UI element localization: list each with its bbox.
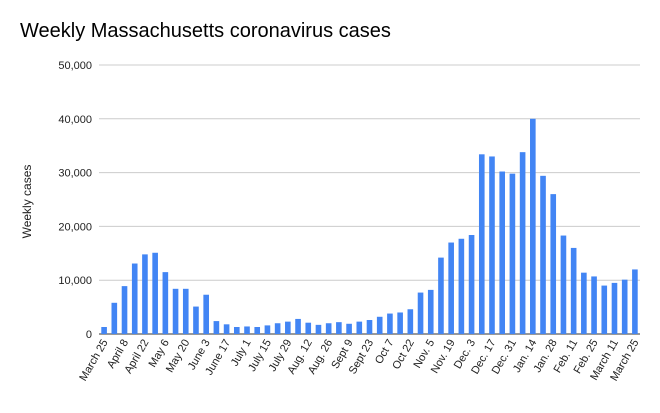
y-tick-label: 10,000	[58, 275, 92, 287]
bar	[448, 242, 454, 334]
bar	[397, 312, 403, 334]
chart-title: Weekly Massachusetts coronavirus cases	[20, 20, 391, 42]
bar	[489, 156, 495, 334]
bar	[121, 286, 128, 334]
bar	[315, 324, 322, 334]
bar	[305, 322, 312, 334]
bar	[407, 309, 414, 334]
y-tick-label: 0	[86, 329, 92, 341]
bar	[601, 285, 608, 334]
bar	[142, 254, 148, 334]
bar	[203, 294, 209, 334]
bar	[295, 318, 301, 334]
bar	[550, 194, 557, 334]
bar	[356, 321, 363, 334]
bar	[478, 154, 485, 334]
bar	[499, 171, 506, 334]
bar	[632, 269, 638, 334]
bar	[581, 272, 587, 334]
bar	[530, 118, 536, 334]
y-tick-label: 20,000	[58, 221, 92, 233]
bar	[591, 276, 597, 334]
bar	[621, 279, 628, 334]
bar	[366, 320, 373, 334]
bar	[509, 173, 516, 334]
bar	[101, 327, 107, 334]
bar	[570, 247, 577, 334]
bar	[387, 313, 393, 334]
bar	[131, 263, 138, 334]
bar	[336, 322, 342, 334]
x-tick-label: March 25	[77, 338, 110, 384]
bar	[162, 272, 169, 334]
bar	[438, 257, 444, 334]
bar	[264, 325, 271, 334]
bar	[540, 175, 546, 334]
bar	[376, 316, 383, 334]
bar	[611, 282, 618, 334]
bar	[417, 292, 424, 334]
bar	[172, 288, 179, 334]
bar	[560, 235, 567, 334]
y-tick-label: 40,000	[58, 114, 92, 126]
bar	[152, 252, 158, 334]
bar	[285, 321, 291, 334]
bar	[458, 238, 465, 334]
y-tick-label: 50,000	[58, 60, 92, 72]
y-axis-label: Weekly cases	[20, 165, 34, 239]
bar	[233, 327, 240, 334]
bar	[213, 321, 220, 334]
bar	[519, 152, 526, 334]
bar	[274, 323, 281, 334]
bar	[111, 302, 118, 334]
bar	[244, 326, 250, 334]
bar	[346, 323, 352, 334]
y-tick-label: 30,000	[58, 168, 92, 180]
bar	[427, 289, 434, 334]
bar	[254, 327, 261, 334]
bar	[193, 306, 199, 334]
bar	[223, 324, 230, 334]
bar	[468, 235, 475, 334]
bar	[325, 323, 332, 334]
bar	[182, 288, 189, 334]
